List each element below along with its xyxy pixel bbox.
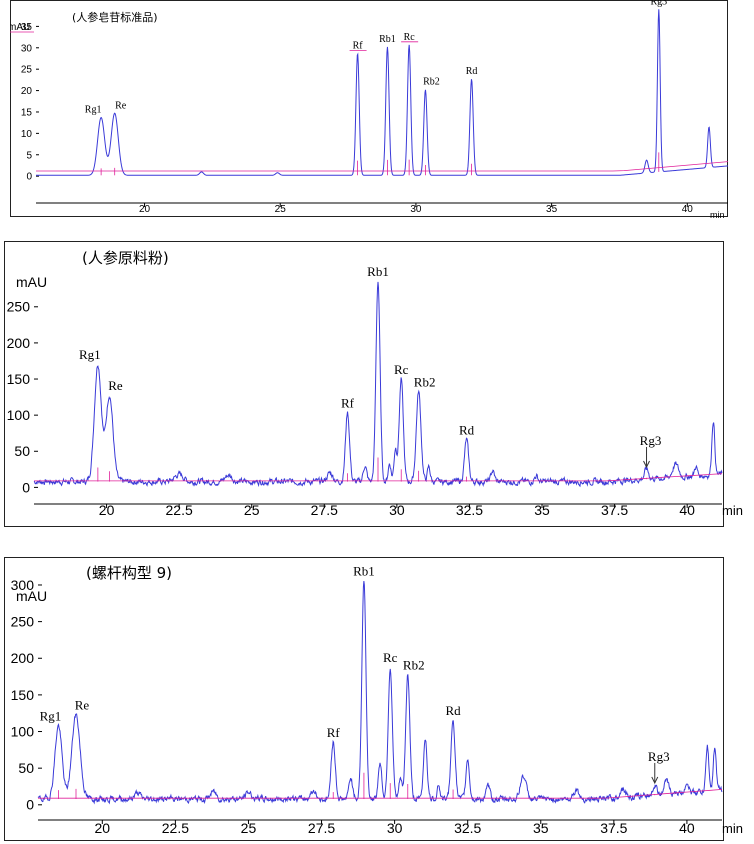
peak-label: Rb2	[414, 374, 436, 389]
x-tick-label: 35	[533, 820, 549, 836]
y-tick-label: 0	[26, 172, 32, 183]
peak-label: Rd	[466, 66, 478, 77]
chromatogram-panel-standard: mAU 0 5 10 15 20 25 30 35 20 25 30 35 40 min Rg1 Re Rf Rb1…	[10, 0, 729, 220]
peak-label: Rd	[445, 703, 461, 718]
chromatogram-panel-screw-config: mAU 0 50 100 150 200 250 300 20 22.5 25 27.5 30 32.5 3…	[4, 557, 743, 841]
x-tick-label: 27.5	[308, 820, 335, 836]
x-tick-label: 40	[679, 820, 695, 836]
y-tick-label: 200	[11, 650, 35, 666]
peak-arrowhead	[643, 460, 650, 469]
peak-label: Rf	[327, 725, 341, 740]
y-tick-label: 30	[21, 43, 33, 54]
x-tick-label: 20	[95, 820, 111, 836]
x-tick-label: 22.5	[162, 820, 189, 836]
y-tick-label: 100	[7, 407, 31, 423]
peak-label: Re	[108, 378, 123, 393]
x-tick-label: 32.5	[454, 820, 481, 836]
x-axis-label: min	[722, 503, 743, 518]
peak-label: Rb1	[353, 564, 375, 579]
x-tick-label: 40	[682, 204, 694, 215]
peak-label: Rf	[353, 40, 364, 51]
peak-label: Rb1	[367, 264, 389, 279]
x-tick-label: 35	[534, 502, 550, 518]
plot-frame	[4, 241, 724, 527]
peak-label: Rc	[404, 32, 416, 43]
x-tick-label: 37.5	[600, 820, 627, 836]
x-tick-label: 32.5	[456, 502, 483, 518]
y-tick-label: 150	[7, 371, 31, 387]
y-tick-label: 5	[26, 150, 32, 161]
x-tick-label: 25	[244, 502, 260, 518]
peak-label: Rf	[341, 395, 355, 410]
y-tick-label: 10	[21, 129, 33, 140]
x-tick-label: 30	[389, 502, 405, 518]
chart-title-raw-powder: (人参原料粉)	[82, 249, 169, 267]
plot-frame	[4, 557, 724, 841]
integration-baseline	[38, 789, 723, 799]
y-tick-label: 250	[7, 299, 31, 315]
peak-label: Rb2	[423, 77, 440, 88]
x-tick-label: 20	[139, 204, 151, 215]
peak-label: Rb1	[379, 34, 396, 45]
peak-label: Rg1	[40, 709, 62, 724]
x-tick-label: 40	[679, 502, 695, 518]
y-axis-label: mAU	[16, 274, 47, 290]
y-tick-label: 50	[14, 443, 30, 459]
x-tick-label: 25	[241, 820, 257, 836]
y-tick-label: 150	[11, 687, 35, 703]
peak-label: Rg3	[640, 433, 662, 448]
y-tick-label: 15	[21, 107, 33, 118]
x-tick-label: 37.5	[601, 502, 628, 518]
peak-label: Rc	[394, 362, 409, 377]
peak-label: Rc	[383, 650, 398, 665]
chromatogram-raw-powder-svg: mAU 0 50 100 150 200 250 20 22.5 25 27.5 30 32.5 35 37…	[4, 241, 743, 527]
y-tick-label: 200	[7, 335, 31, 351]
y-tick-label: 300	[11, 577, 35, 593]
y-tick-label: 100	[11, 723, 35, 739]
peak-label: Re	[75, 698, 90, 713]
chart-title-standard: (人参皂苷标准品)	[72, 11, 158, 24]
peak-label: Rg3	[650, 0, 667, 7]
y-tick-label: 0	[22, 479, 30, 495]
signal-trace	[37, 581, 723, 805]
y-tick-label: 250	[11, 614, 35, 630]
peak-label: Rg1	[85, 105, 102, 116]
peak-label: Rd	[459, 423, 475, 438]
peak-label: Rg1	[79, 347, 101, 362]
x-axis-label: min	[722, 821, 743, 836]
y-axis-label: mAU	[16, 588, 47, 604]
chromatogram-screw-config-svg: mAU 0 50 100 150 200 250 300 20 22.5 25 27.5 30 32.5 3…	[4, 557, 743, 841]
x-tick-label: 25	[275, 204, 287, 215]
peak-label: Re	[115, 100, 127, 111]
peak-label: Rb2	[403, 657, 425, 672]
x-tick-label: 35	[546, 204, 558, 215]
signal-trace	[33, 281, 723, 488]
y-tick-label: 35	[21, 22, 33, 33]
x-tick-label: 30	[410, 204, 422, 215]
x-tick-label: 30	[387, 820, 403, 836]
x-axis-label: min	[710, 210, 725, 220]
peak-arrowhead	[651, 776, 659, 785]
signal-trace	[36, 9, 729, 176]
y-tick-label: 20	[21, 86, 33, 97]
chromatogram-standard-svg: mAU 0 5 10 15 20 25 30 35 20 25 30 35 40 min Rg1 Re Rf Rb1…	[10, 0, 729, 220]
integration-baseline	[36, 161, 729, 172]
chromatogram-panel-raw-powder: mAU 0 50 100 150 200 250 20 22.5 25 27.5 30 32.5 35 37…	[4, 241, 743, 527]
y-axis-label: mAU	[10, 22, 30, 33]
x-tick-label: 27.5	[311, 502, 338, 518]
x-tick-label: 20	[99, 502, 115, 518]
chart-title-screw-config: (螺杆构型 9)	[86, 564, 173, 582]
plot-frame	[10, 0, 728, 217]
y-tick-label: 0	[26, 797, 34, 813]
x-tick-label: 22.5	[166, 502, 193, 518]
y-tick-label: 25	[21, 65, 33, 76]
peak-label: Rg3	[648, 749, 670, 764]
y-tick-label: 50	[18, 760, 34, 776]
